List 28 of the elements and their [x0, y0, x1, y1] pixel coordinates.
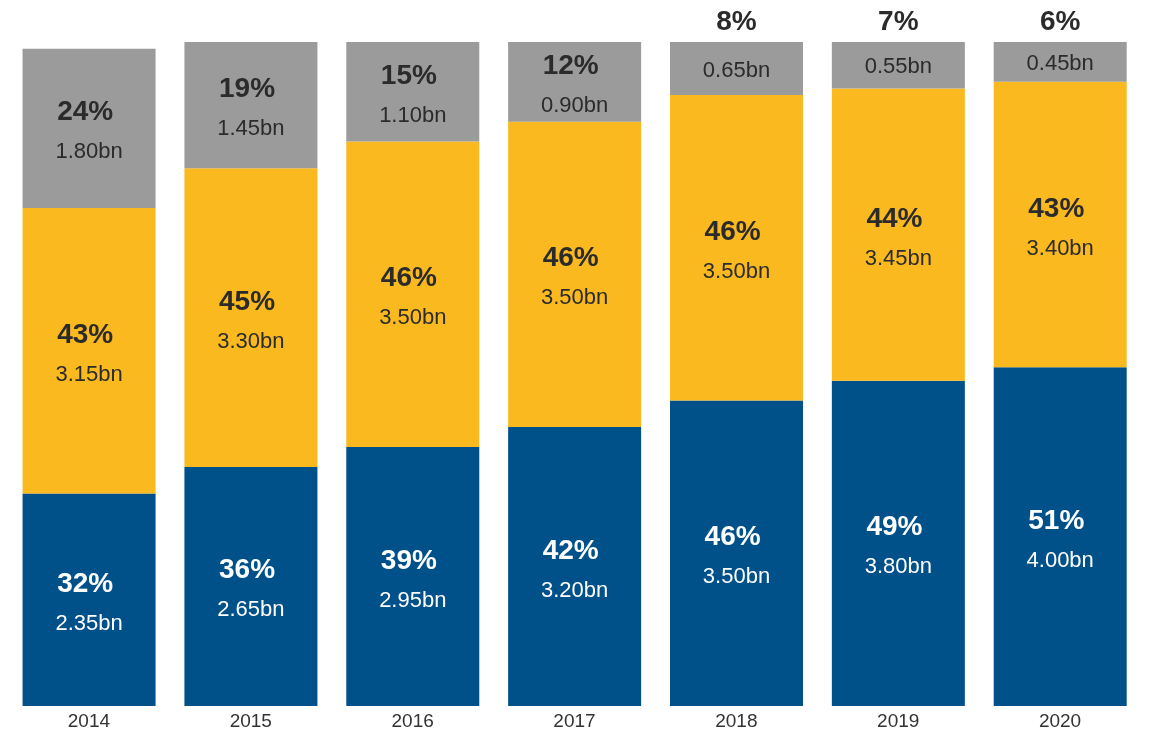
data-label: 46% 3.50bn — [379, 261, 447, 330]
data-label: 36% 2.65bn — [217, 553, 285, 622]
data-label: 32% 2.35bn — [55, 566, 123, 635]
x-tick-label: 2015 — [229, 710, 272, 732]
data-label: 39% 2.95bn — [379, 543, 447, 612]
data-label: 24% 1.80bn — [55, 95, 123, 164]
data-label: 6% 0.45bn — [1026, 5, 1094, 75]
data-label: 46% 3.50bn — [540, 241, 609, 310]
x-tick-label: 2014 — [67, 710, 111, 732]
data-label: 44% 3.45bn — [864, 201, 932, 270]
data-label: 46% 3.50bn — [702, 214, 771, 283]
x-tick-label: 2019 — [877, 710, 920, 732]
data-label: 51% 4.00bn — [1026, 503, 1094, 572]
data-label: 43% 3.15bn — [55, 317, 123, 386]
data-label: 42% 3.20bn — [540, 533, 609, 602]
x-tick-label: 2016 — [391, 710, 434, 732]
data-label: 46% 3.50bn — [702, 520, 771, 589]
data-label: 12% 0.90bn — [540, 48, 609, 117]
x-tick-label: 2018 — [715, 710, 758, 732]
data-label: 49% 3.80bn — [864, 510, 932, 579]
x-tick-label: 2017 — [553, 710, 596, 732]
data-label: 19% 1.45bn — [217, 72, 285, 141]
data-label: 43% 3.40bn — [1026, 191, 1094, 260]
data-label: 8% 0.65bn — [702, 5, 771, 82]
data-label: 45% 3.30bn — [217, 284, 285, 353]
data-label: 7% 0.55bn — [864, 5, 932, 79]
data-label: 15% 1.10bn — [379, 58, 447, 127]
x-tick-label: 2020 — [1038, 710, 1082, 732]
